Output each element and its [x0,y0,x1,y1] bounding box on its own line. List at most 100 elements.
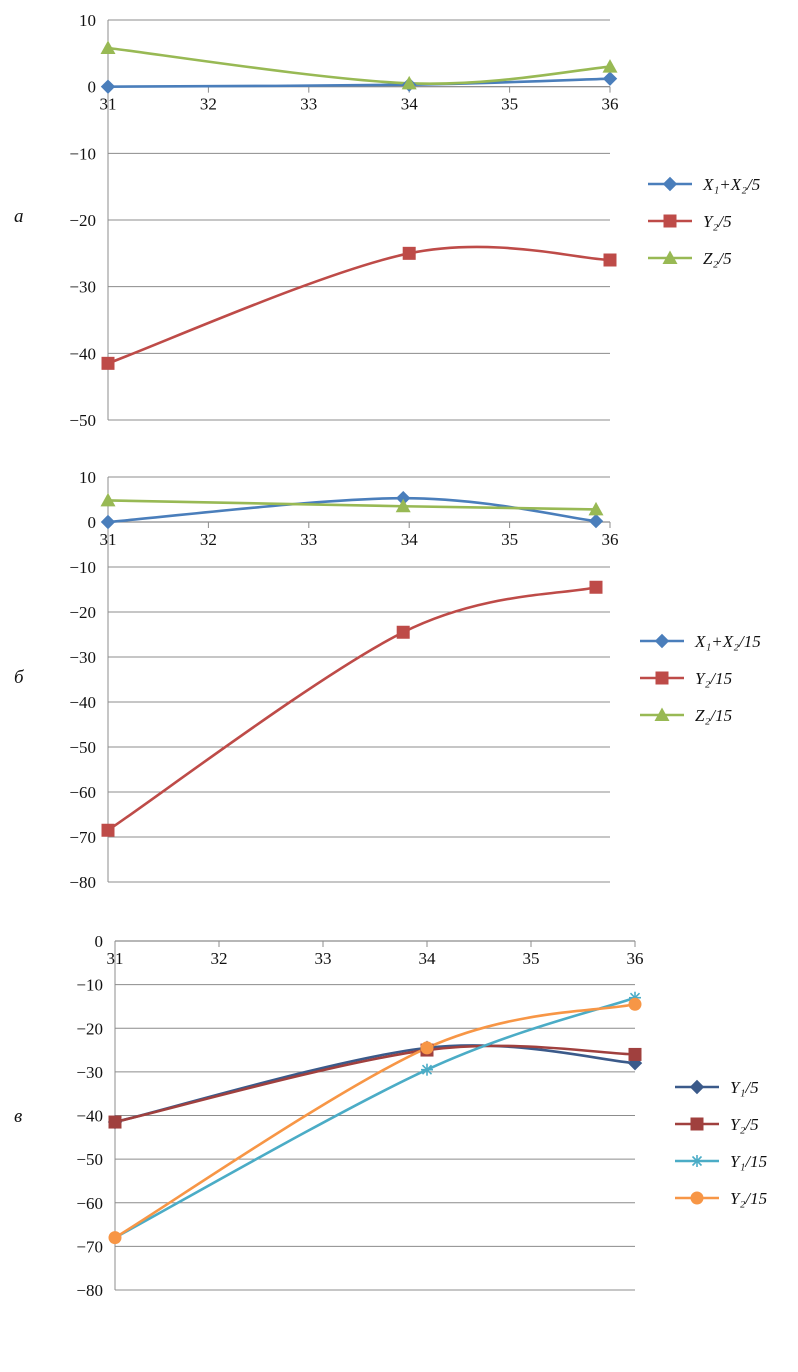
x-tick-label: 33 [300,530,317,549]
x-tick-label: 33 [300,95,317,114]
series-line [114,996,636,1239]
panel-label: а [14,206,24,227]
y-tick-label: −20 [69,211,96,230]
data-point [628,1047,642,1061]
y-tick-label: −50 [76,1150,103,1169]
x-tick-label: 36 [627,949,644,968]
data-point [100,40,116,54]
y-tick-label: −30 [69,278,96,297]
legend-entry: Y₁/5 [675,1078,759,1097]
legend-marker [662,250,678,264]
data-point [100,492,116,507]
y-tick-label: 0 [95,932,104,951]
data-point [602,59,618,73]
data-point [100,514,116,530]
x-tick-label: 34 [401,530,419,549]
legend-marker [690,1117,704,1131]
legend-label: X₁+X₂/15 [694,632,761,651]
legend-marker [654,633,670,649]
series-line [107,46,611,85]
x-tick-label: 34 [401,95,419,114]
series-line [107,496,597,524]
legend-entry: X₁+X₂/5 [648,175,760,194]
y-tick-label: −40 [76,1107,103,1126]
x-tick-label: 32 [200,530,217,549]
legend-entry: Y₂/5 [675,1115,759,1134]
y-tick-label: −60 [76,1194,103,1213]
legend-marker [663,214,677,228]
data-point [588,513,604,529]
y-tick-label: −40 [69,344,96,363]
data-point [628,997,642,1011]
y-tick-label: −50 [69,411,96,430]
legend-entry: Z₂/5 [648,249,732,268]
x-tick-label: 33 [315,949,332,968]
x-tick-label: 31 [107,949,124,968]
legend-label: Y₂/15 [695,669,732,688]
legend-marker [655,671,669,685]
data-point [395,498,411,513]
series-line [107,77,611,88]
data-point [401,75,417,90]
y-tick-label: −40 [69,693,96,712]
x-tick-label: 35 [523,949,540,968]
y-tick-label: 10 [79,468,96,487]
legend-entry: X₁+X₂/15 [640,632,761,651]
legend-entry: Y₂/5 [648,212,732,231]
data-point [108,1115,122,1129]
y-tick-label: 10 [79,11,96,30]
legend-label: Y₂/5 [703,212,732,231]
series-line [107,585,597,832]
x-tick-label: 31 [100,530,117,549]
y-tick-label: −30 [76,1063,103,1082]
data-point [602,71,618,86]
legend-label: Y₂/15 [730,1189,767,1208]
legend-marker [691,1155,703,1167]
x-tick-label: 34 [419,949,437,968]
chart-panel-a: 10 0 −10 −20 −30 −40 −50 31 32 33 34 35 36 а X₁+X₂/5 Y₂… [14,11,760,430]
data-point [603,253,617,267]
data-point [101,356,115,370]
legend-marker [689,1079,705,1095]
y-tick-label: −60 [69,783,96,802]
panel-label: в [14,1106,22,1127]
y-tick-label: −80 [69,873,96,892]
x-tick-label: 35 [501,530,518,549]
x-tick-label: 36 [602,95,619,114]
y-tick-label: −20 [76,1019,103,1038]
y-tick-label: −50 [69,738,96,757]
data-point [101,823,115,837]
data-point [420,1041,434,1055]
data-point [421,1063,433,1076]
series-line [107,245,611,365]
chart-panel-b: 10 0 −10 −20 −30 −40 −50 −60 −70 −80 31 32 33 34 35 36 б… [14,468,761,892]
legend-label: X₁+X₂/5 [702,175,760,194]
legend-label: Y₁/5 [730,1078,759,1097]
data-point [108,1231,122,1245]
series-line [114,1002,636,1239]
x-tick-label: 32 [200,95,217,114]
y-tick-label: −10 [76,976,103,995]
chart-panel-v: 0 −10 −20 −30 −40 −50 −60 −70 −80 31 32 33 34 35 36 в Y₁… [14,932,767,1300]
y-tick-label: 0 [88,513,97,532]
legend-entry: Z₂/15 [640,706,732,725]
legend-entry: Y₂/15 [640,669,732,688]
x-tick-label: 31 [100,95,117,114]
legend-entry: Y₁/15 [675,1152,767,1171]
y-tick-label: 0 [88,78,97,97]
legend-label: Y₂/5 [730,1115,759,1134]
y-tick-label: −70 [69,828,96,847]
panel-label: б [14,667,25,688]
legend-label: Z₂/15 [695,706,732,725]
x-tick-label: 35 [501,95,518,114]
y-tick-label: −20 [69,603,96,622]
data-point [588,501,604,516]
legend-marker [662,176,678,192]
legend-marker [690,1191,704,1205]
legend-entry: Y₂/15 [675,1189,767,1208]
x-tick-label: 32 [211,949,228,968]
y-tick-label: −70 [76,1237,103,1256]
series-line [114,1044,636,1124]
y-tick-label: −30 [69,648,96,667]
